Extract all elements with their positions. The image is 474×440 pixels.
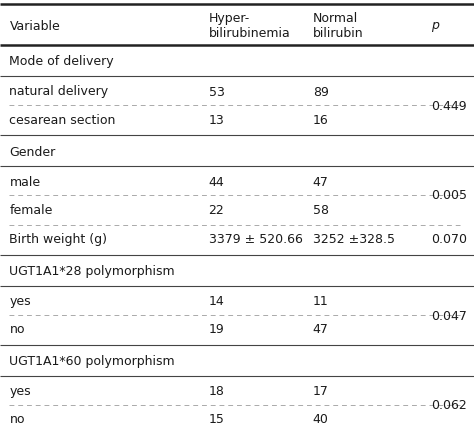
Text: 11: 11 xyxy=(313,296,328,308)
Text: cesarean section: cesarean section xyxy=(9,114,116,126)
Text: Gender: Gender xyxy=(9,146,56,158)
Text: 19: 19 xyxy=(209,323,224,337)
Text: 53: 53 xyxy=(209,85,224,99)
Text: 89: 89 xyxy=(313,85,328,99)
Text: no: no xyxy=(9,414,25,426)
Text: 22: 22 xyxy=(209,203,224,216)
Text: 17: 17 xyxy=(313,385,328,399)
Text: p: p xyxy=(431,19,439,33)
Text: 40: 40 xyxy=(313,414,328,426)
Text: natural delivery: natural delivery xyxy=(9,85,109,99)
Text: yes: yes xyxy=(9,385,31,399)
Text: 3379 ± 520.66: 3379 ± 520.66 xyxy=(209,234,302,246)
Text: 18: 18 xyxy=(209,385,224,399)
Text: Normal
bilirubin: Normal bilirubin xyxy=(313,12,364,40)
Text: 3252 ±328.5: 3252 ±328.5 xyxy=(313,234,395,246)
Text: 13: 13 xyxy=(209,114,224,126)
Text: 0.062: 0.062 xyxy=(431,400,467,412)
Text: 0.449: 0.449 xyxy=(431,99,467,113)
Text: UGT1A1*28 polymorphism: UGT1A1*28 polymorphism xyxy=(9,265,175,279)
Text: female: female xyxy=(9,203,53,216)
Text: male: male xyxy=(9,176,41,188)
Text: no: no xyxy=(9,323,25,337)
Text: yes: yes xyxy=(9,296,31,308)
Text: Variable: Variable xyxy=(9,19,60,33)
Text: Hyper-
bilirubinemia: Hyper- bilirubinemia xyxy=(209,12,290,40)
Text: 0.005: 0.005 xyxy=(431,190,467,202)
Text: 47: 47 xyxy=(313,323,328,337)
Text: 14: 14 xyxy=(209,296,224,308)
Text: 16: 16 xyxy=(313,114,328,126)
Text: Birth weight (g): Birth weight (g) xyxy=(9,234,108,246)
Text: 15: 15 xyxy=(209,414,224,426)
Text: 58: 58 xyxy=(313,203,329,216)
Text: UGT1A1*60 polymorphism: UGT1A1*60 polymorphism xyxy=(9,356,175,368)
Text: 47: 47 xyxy=(313,176,328,188)
Text: 44: 44 xyxy=(209,176,224,188)
Text: 0.070: 0.070 xyxy=(431,234,467,246)
Text: 0.047: 0.047 xyxy=(431,309,467,323)
Text: Mode of delivery: Mode of delivery xyxy=(9,55,114,69)
